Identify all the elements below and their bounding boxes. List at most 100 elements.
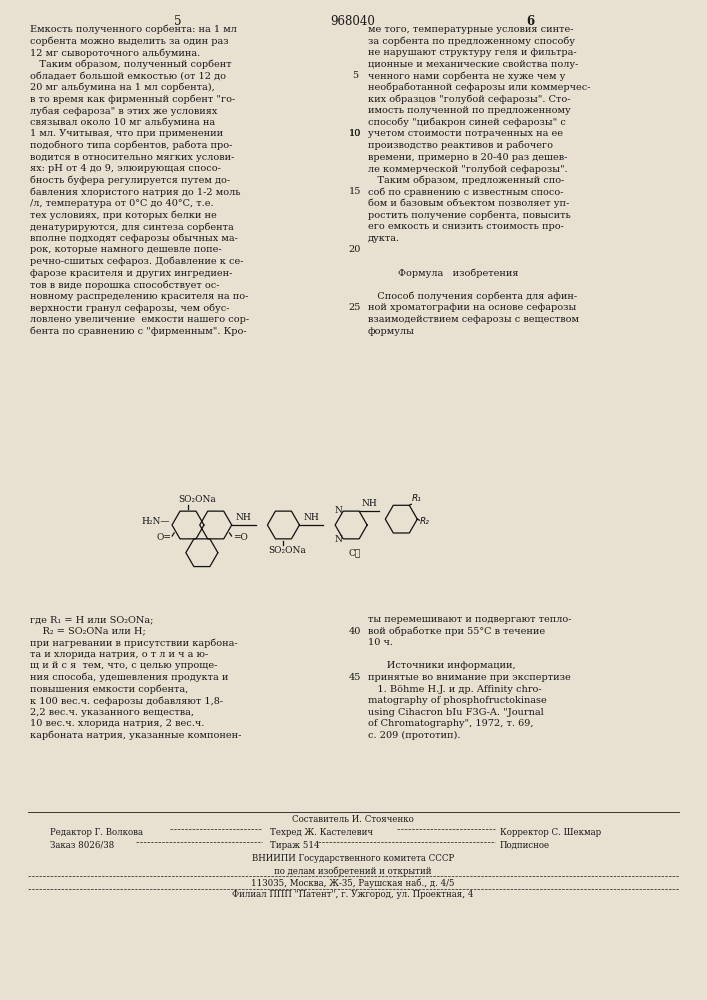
Text: Таким образом, полученный сорбент: Таким образом, полученный сорбент [30, 60, 232, 69]
Text: using Cihacron bIu F3G-A. "Journal: using Cihacron bIu F3G-A. "Journal [368, 708, 544, 717]
Text: 10: 10 [349, 129, 361, 138]
Text: R₂ = SO₂ONa или Н;: R₂ = SO₂ONa или Н; [30, 627, 146, 636]
Text: тех условиях, при которых белки не: тех условиях, при которых белки не [30, 211, 217, 220]
Text: карбоната натрия, указанные компонен-: карбоната натрия, указанные компонен- [30, 731, 241, 740]
Text: 20 мг альбумина на 1 мл сорбента),: 20 мг альбумина на 1 мл сорбента), [30, 83, 215, 93]
Text: Заказ 8026/38: Заказ 8026/38 [50, 841, 115, 850]
Text: SO₂ONa: SO₂ONa [179, 495, 216, 504]
Text: 10: 10 [349, 129, 361, 138]
Text: 45: 45 [349, 673, 361, 682]
Text: 25: 25 [349, 303, 361, 312]
Text: ростить получение сорбента, повысить: ростить получение сорбента, повысить [368, 211, 571, 220]
Text: необработанной сефарозы или коммерчес-: необработанной сефарозы или коммерчес- [368, 83, 590, 93]
Text: вполне подходят сефарозы обычных ма-: вполне подходят сефарозы обычных ма- [30, 234, 238, 243]
Text: /л, температура от 0°С до 40°С, т.е.: /л, температура от 0°С до 40°С, т.е. [30, 199, 214, 208]
Text: по делам изобретений и открытий: по делам изобретений и открытий [274, 866, 432, 876]
Text: Подписное: Подписное [500, 841, 550, 850]
Text: формулы: формулы [368, 327, 415, 336]
Text: 15: 15 [349, 187, 361, 196]
Text: Емкость полученного сорбента: на 1 мл: Емкость полученного сорбента: на 1 мл [30, 25, 237, 34]
Text: 20: 20 [349, 245, 361, 254]
Text: щ и й с я  тем, что, с целью упроще-: щ и й с я тем, что, с целью упроще- [30, 661, 217, 670]
Text: H₂N—: H₂N— [141, 518, 170, 526]
Text: связывал около 10 мг альбумина на: связывал около 10 мг альбумина на [30, 118, 215, 127]
Text: 40: 40 [349, 627, 361, 636]
Text: 12 мг сывороточного альбумина.: 12 мг сывороточного альбумина. [30, 48, 200, 58]
Text: O=: O= [156, 532, 171, 542]
Text: ной хроматографии на основе сефарозы: ной хроматографии на основе сефарозы [368, 303, 576, 312]
Text: ловлено увеличение  емкости нашего сор-: ловлено увеличение емкости нашего сор- [30, 315, 249, 324]
Text: где R₁ = Н или SO₂ONa;: где R₁ = Н или SO₂ONa; [30, 615, 153, 624]
Text: тов в виде порошка способствует ос-: тов в виде порошка способствует ос- [30, 280, 219, 290]
Text: при нагревании в присутствии карбона-: при нагревании в присутствии карбона- [30, 638, 238, 648]
Text: сорбента можно выделить за один раз: сорбента можно выделить за один раз [30, 37, 228, 46]
Text: NH: NH [236, 513, 252, 522]
Text: новному распределению красителя на по-: новному распределению красителя на по- [30, 292, 248, 301]
Text: повышения емкости сорбента,: повышения емкости сорбента, [30, 685, 188, 694]
Text: вой обработке при 55°С в течение: вой обработке при 55°С в течение [368, 627, 545, 636]
Text: его емкость и снизить стоимость про-: его емкость и снизить стоимость про- [368, 222, 564, 231]
Text: ты перемешивают и подвергают тепло-: ты перемешивают и подвергают тепло- [368, 615, 571, 624]
Text: бавления хлористого натрия до 1-2 моль: бавления хлористого натрия до 1-2 моль [30, 187, 240, 197]
Text: 5: 5 [352, 71, 358, 80]
Text: ченного нами сорбента не хуже чем у: ченного нами сорбента не хуже чем у [368, 71, 566, 81]
Text: ния способа, удешевления продукта и: ния способа, удешевления продукта и [30, 673, 228, 682]
Text: Формула   изобретения: Формула изобретения [398, 269, 518, 278]
Text: =O: =O [233, 532, 247, 542]
Text: времени, примерно в 20-40 раз дешев-: времени, примерно в 20-40 раз дешев- [368, 153, 568, 162]
Text: имость полученной по предложенному: имость полученной по предложенному [368, 106, 571, 115]
Text: дукта.: дукта. [368, 234, 400, 243]
Text: 968040: 968040 [331, 15, 375, 28]
Text: к 100 вес.ч. сефарозы добавляют 1,8-: к 100 вес.ч. сефарозы добавляют 1,8- [30, 696, 223, 706]
Text: Таким образом, предложенный спо-: Таким образом, предложенный спо- [368, 176, 564, 185]
Text: взаимодействием сефарозы с веществом: взаимодействием сефарозы с веществом [368, 315, 579, 324]
Text: соб по сравнению с известным спосо-: соб по сравнению с известным спосо- [368, 187, 563, 197]
Text: водится в относительно мягких услови-: водится в относительно мягких услови- [30, 153, 235, 162]
Text: бность буфера регулируется путем до-: бность буфера регулируется путем до- [30, 176, 230, 185]
Text: денатурируются, для синтеза сорбента: денатурируются, для синтеза сорбента [30, 222, 234, 232]
Text: за сорбента по предложенному способу: за сорбента по предложенному способу [368, 37, 575, 46]
Text: 1. Böhme H.J. и др. Affinity chro-: 1. Böhme H.J. и др. Affinity chro- [368, 685, 542, 694]
Text: фарозе красителя и других ингредиен-: фарозе красителя и других ингредиен- [30, 269, 233, 278]
Text: ле коммерческой "голубой сефарозы".: ле коммерческой "голубой сефарозы". [368, 164, 568, 174]
Text: R₂: R₂ [419, 517, 429, 526]
Text: не нарушают структуру геля и фильтра-: не нарушают структуру геля и фильтра- [368, 48, 577, 57]
Text: 10 ч.: 10 ч. [368, 638, 393, 647]
Text: с. 209 (прототип).: с. 209 (прототип). [368, 731, 460, 740]
Text: рок, которые намного дешевле попе-: рок, которые намного дешевле попе- [30, 245, 221, 254]
Text: Составитель И. Стояченко: Составитель И. Стояченко [292, 815, 414, 824]
Text: обладает большой емкостью (от 12 до: обладает большой емкостью (от 12 до [30, 71, 226, 80]
Text: принятые во внимание при экспертизе: принятые во внимание при экспертизе [368, 673, 571, 682]
Text: производство реактивов и рабочего: производство реактивов и рабочего [368, 141, 553, 150]
Text: matography of phosphofructokinase: matography of phosphofructokinase [368, 696, 547, 705]
Text: NH: NH [303, 513, 320, 522]
Text: Корректор С. Шекмар: Корректор С. Шекмар [500, 828, 601, 837]
Text: Способ получения сорбента для афин-: Способ получения сорбента для афин- [368, 292, 577, 301]
Text: 2,2 вес.ч. указанного вещества,: 2,2 вес.ч. указанного вещества, [30, 708, 194, 717]
Text: та и хлорида натрия, о т л и ч а ю-: та и хлорида натрия, о т л и ч а ю- [30, 650, 209, 659]
Text: N: N [334, 535, 342, 544]
Text: речно-сшитых сефароз. Добавление к се-: речно-сшитых сефароз. Добавление к се- [30, 257, 243, 266]
Text: в то время как фирменный сорбент "го-: в то время как фирменный сорбент "го- [30, 95, 235, 104]
Text: Техред Ж. Кастелевич: Техред Ж. Кастелевич [270, 828, 373, 837]
Text: of Chromatography", 1972, т. 69,: of Chromatography", 1972, т. 69, [368, 719, 534, 728]
Text: способу "цибакрон синей сефарозы" с: способу "цибакрон синей сефарозы" с [368, 118, 566, 127]
Text: Источники информации,: Источники информации, [368, 661, 515, 670]
Text: подобного типа сорбентов, работа про-: подобного типа сорбентов, работа про- [30, 141, 233, 150]
Text: 1 мл. Учитывая, что при применении: 1 мл. Учитывая, что при применении [30, 129, 223, 138]
Text: Редактор Г. Волкова: Редактор Г. Волкова [50, 828, 143, 837]
Text: 10 вес.ч. хлорида натрия, 2 вес.ч.: 10 вес.ч. хлорида натрия, 2 вес.ч. [30, 719, 204, 728]
Text: NH: NH [361, 499, 377, 508]
Text: ме того, температурные условия синте-: ме того, температурные условия синте- [368, 25, 573, 34]
Text: 113035, Москва, Ж-35, Раушская наб., д. 4/5: 113035, Москва, Ж-35, Раушская наб., д. … [251, 878, 455, 888]
Text: Филиал ППП "Патент", г. Ужгород, ул. Проектная, 4: Филиал ППП "Патент", г. Ужгород, ул. Про… [233, 890, 474, 899]
Text: N: N [334, 506, 342, 515]
Text: Cℓ: Cℓ [348, 548, 361, 557]
Text: верхности гранул сефарозы, чем обус-: верхности гранул сефарозы, чем обус- [30, 303, 230, 313]
Text: бом и базовым объектом позволяет уп-: бом и базовым объектом позволяет уп- [368, 199, 569, 209]
Text: бента по сравнению с "фирменным". Кро-: бента по сравнению с "фирменным". Кро- [30, 327, 247, 336]
Text: Тираж 514: Тираж 514 [270, 841, 320, 850]
Text: ких образцов "голубой сефарозы". Сто-: ких образцов "голубой сефарозы". Сто- [368, 95, 571, 104]
Text: лубая сефароза" в этих же условиях: лубая сефароза" в этих же условиях [30, 106, 217, 116]
Text: 6: 6 [526, 15, 534, 28]
